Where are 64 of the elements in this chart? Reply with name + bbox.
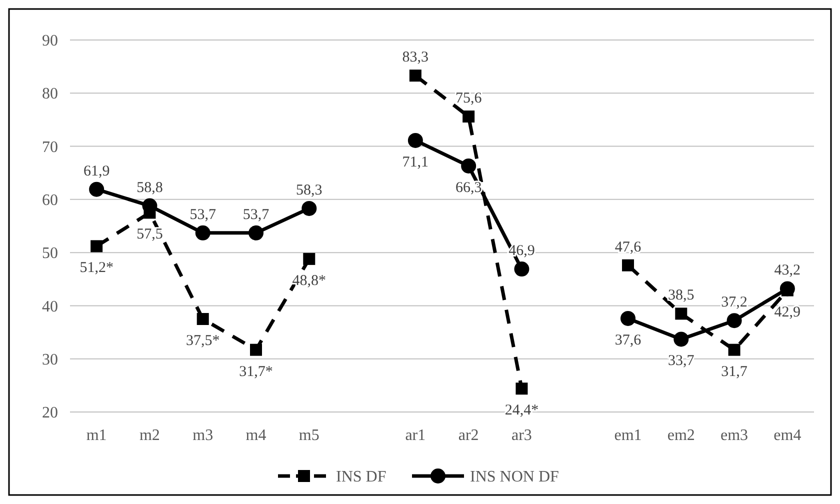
- y-tick-label: 50: [42, 245, 58, 262]
- data-label: 33,7: [668, 353, 695, 370]
- data-label: 38,5: [668, 288, 694, 304]
- x-tick-label: em2: [667, 427, 695, 444]
- y-tick-label: 90: [42, 32, 58, 50]
- point: [89, 182, 104, 197]
- data-label: 31,7: [721, 364, 748, 380]
- data-label: 83,3: [402, 50, 429, 66]
- x-tick-label: em4: [774, 427, 802, 444]
- legend-label: INS NON DF: [470, 468, 559, 486]
- point: [728, 344, 740, 356]
- point: [461, 158, 476, 174]
- y-tick-label: 30: [42, 351, 58, 368]
- data-label: 43,2: [774, 262, 801, 279]
- data-label: 58,3: [296, 182, 322, 198]
- data-label: 24,4*: [504, 402, 539, 419]
- data-label: 57,5: [136, 226, 163, 243]
- data-label: 42,9: [774, 304, 801, 320]
- y-tick-label: 20: [42, 404, 58, 422]
- data-label: 47,6: [614, 239, 642, 256]
- point: [408, 132, 423, 148]
- point: [622, 259, 634, 272]
- x-tick-label: em1: [614, 427, 642, 444]
- point: [248, 225, 264, 240]
- y-tick-label: 60: [42, 192, 58, 210]
- y-tick-label: 70: [42, 138, 58, 156]
- data-label: 61,9: [83, 163, 110, 180]
- x-tick-label: m3: [192, 427, 214, 444]
- data-label: 53,7: [190, 206, 216, 223]
- point: [514, 262, 530, 277]
- y-tick-label: 80: [42, 86, 58, 103]
- data-label: 37,6: [614, 332, 642, 348]
- data-label: 58,8: [136, 180, 163, 196]
- data-label: 51,2*: [80, 260, 114, 276]
- data-label: 53,7: [242, 206, 270, 223]
- data-label: 75,6: [455, 90, 482, 107]
- legend-label: INS DF: [336, 468, 386, 486]
- point: [195, 225, 210, 240]
- x-tick-label: ar3: [511, 427, 532, 444]
- x-tick-label: ar1: [405, 427, 426, 444]
- data-label: 31,7*: [239, 364, 273, 380]
- x-tick-label: m4: [246, 427, 266, 444]
- point: [620, 310, 636, 326]
- point: [303, 252, 316, 265]
- point: [462, 110, 475, 123]
- point: [196, 313, 209, 325]
- point: [675, 308, 688, 320]
- x-tick-label: m1: [86, 427, 107, 444]
- data-label: 37,5*: [186, 333, 220, 349]
- x-tick-label: m5: [298, 427, 320, 444]
- data-label: 37,2: [721, 294, 748, 311]
- y-tick-label: 40: [42, 298, 58, 316]
- point: [409, 70, 422, 82]
- point: [302, 200, 317, 216]
- point: [674, 332, 689, 347]
- x-tick-label: em3: [720, 427, 748, 444]
- point: [780, 281, 795, 296]
- data-label: 71,1: [402, 154, 429, 170]
- point: [516, 382, 528, 395]
- x-tick-label: ar2: [458, 427, 479, 444]
- point: [90, 240, 103, 252]
- point: [726, 313, 742, 328]
- point: [250, 344, 262, 356]
- x-tick-label: m2: [139, 427, 160, 444]
